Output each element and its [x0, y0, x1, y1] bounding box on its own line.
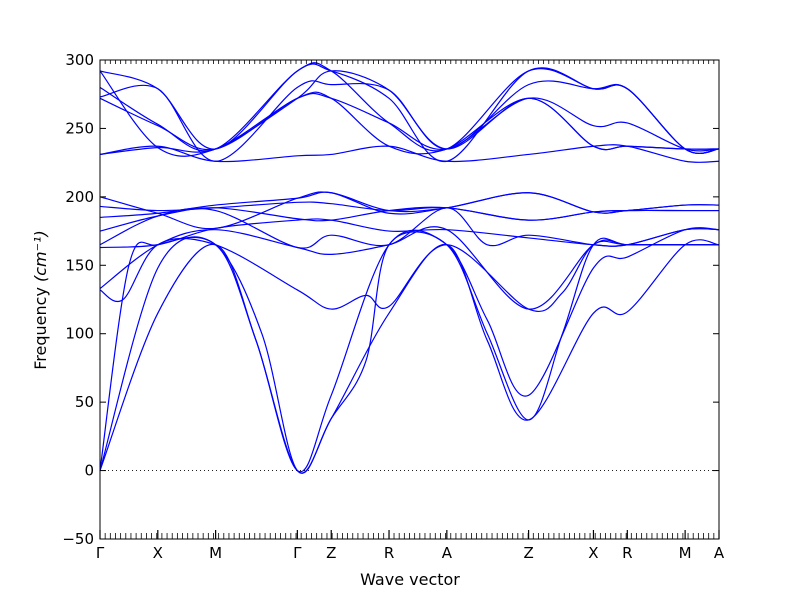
- y-tick-label: −50: [62, 530, 94, 548]
- band-line-17: [99, 62, 720, 154]
- x-tick-label-4: Z: [326, 544, 336, 562]
- y-tick-label: 300: [65, 51, 94, 69]
- y-tick-label: 0: [84, 462, 94, 480]
- y-tick-label: 200: [65, 188, 94, 206]
- band-line-1: [99, 239, 720, 474]
- band-line-18: [99, 70, 720, 157]
- x-tick-label-8: X: [588, 544, 598, 562]
- band-line-15: [99, 80, 720, 162]
- y-tick-label: 250: [65, 119, 94, 137]
- plot-frame: [99, 59, 720, 540]
- band-line-12: [99, 144, 720, 163]
- x-tick-label-5: R: [384, 544, 394, 562]
- y-axis-label: Frequency (cm⁻¹): [31, 230, 50, 369]
- y-axis-unit: (cm⁻¹): [31, 230, 50, 282]
- x-tick-label-0: Γ: [96, 544, 105, 562]
- y-tick-label: 150: [65, 256, 94, 274]
- x-tick-label-11: A: [714, 544, 725, 562]
- x-tick-label-9: R: [622, 544, 632, 562]
- band-line-2: [99, 227, 720, 473]
- x-tick-label-2: M: [209, 544, 222, 562]
- band-series: [99, 62, 720, 474]
- x-tick-label-3: Γ: [293, 544, 302, 562]
- x-tick-label-1: X: [153, 544, 163, 562]
- x-tick-label-6: A: [442, 544, 453, 562]
- y-tick-label: 50: [75, 393, 94, 411]
- band-line-3: [99, 231, 719, 474]
- x-tick-label-10: M: [679, 544, 692, 562]
- y-axis-label-text: Frequency: [31, 287, 50, 370]
- band-line-11: [99, 191, 720, 230]
- band-line-9: [99, 191, 720, 218]
- y-tick-label: 100: [65, 325, 94, 343]
- band-line-4: [99, 237, 719, 312]
- x-axis-label: Wave vector: [360, 570, 460, 589]
- x-tick-label-7: Z: [523, 544, 533, 562]
- axes: −50 0 50 100 150 200 250 300 Γ X M Γ Z R A Z X R M A: [62, 51, 725, 562]
